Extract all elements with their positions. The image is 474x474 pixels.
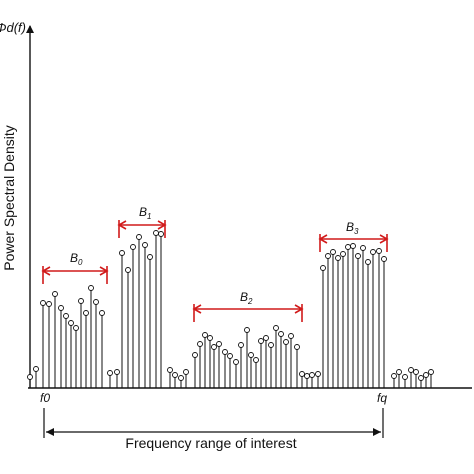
band-label-b1: B1: [139, 205, 151, 221]
range-arrow-left-head: [46, 428, 54, 436]
stem-marker: [244, 327, 250, 333]
stem-marker: [381, 256, 387, 262]
stem-marker: [99, 310, 105, 316]
stem-marker: [238, 342, 244, 348]
stem-marker: [197, 341, 203, 347]
stem-marker: [413, 369, 419, 375]
stem-marker: [428, 369, 434, 375]
stem-marker: [320, 265, 326, 271]
y-axis-label: Power Spectral Density: [1, 125, 17, 271]
stem-marker: [167, 367, 173, 373]
stem-marker: [309, 372, 315, 378]
stem-marker: [83, 310, 89, 316]
stem-marker: [142, 242, 148, 248]
stem-marker: [202, 332, 208, 338]
band-bracket-b1: [117, 220, 167, 238]
range-arrow-right-head: [373, 428, 381, 436]
band-label-b2: B2: [240, 290, 253, 306]
stem-marker: [58, 305, 64, 311]
stem-marker: [258, 338, 264, 344]
stem-marker: [172, 372, 178, 378]
stem-marker: [248, 352, 254, 358]
stem-marker: [33, 366, 39, 372]
stem-marker: [330, 249, 336, 255]
band-label-b0: B0: [70, 251, 83, 267]
stem-marker: [52, 291, 58, 297]
stem-marker: [340, 251, 346, 257]
stem-marker: [93, 299, 99, 305]
stem-marker: [46, 301, 52, 307]
stem-marker: [40, 300, 46, 306]
stem-marker: [88, 285, 94, 291]
stem-marker: [73, 325, 79, 331]
stem-marker: [345, 244, 351, 250]
stem-marker: [192, 352, 198, 358]
stem-marker: [391, 373, 397, 379]
stem-marker: [222, 349, 228, 355]
stem-marker: [396, 369, 402, 375]
stem-marker: [63, 313, 69, 319]
stem-marker: [350, 243, 356, 249]
stem-marker: [227, 353, 233, 359]
stem-marker: [418, 375, 424, 381]
band-label-b3: B3: [346, 220, 359, 236]
stem-marker: [408, 367, 414, 373]
stem-marker: [376, 248, 382, 254]
stem-marker: [263, 335, 269, 341]
stem-marker: [360, 245, 366, 251]
stem-marker: [158, 231, 164, 237]
stem-marker: [130, 244, 136, 250]
stem-marker: [283, 339, 289, 345]
stem-marker: [273, 325, 279, 331]
stem-marker: [211, 344, 217, 350]
stem-marker: [423, 372, 429, 378]
stem-marker: [136, 234, 142, 240]
stem-marker: [233, 359, 239, 365]
stem-marker: [178, 375, 184, 381]
x-start-label: f0: [40, 391, 50, 405]
x-end-label: fq: [377, 391, 387, 405]
stem-marker: [207, 335, 213, 341]
stem-marker: [183, 369, 189, 375]
y-axis-symbol: Φd(f): [0, 20, 26, 35]
stem-marker: [370, 249, 376, 255]
stem-marker: [119, 250, 125, 256]
stem-marker: [27, 374, 33, 380]
stem-marker: [278, 331, 284, 337]
stem-marker: [125, 267, 131, 273]
band-bracket-b2: [192, 304, 304, 322]
stem-marker: [288, 333, 294, 339]
stem-marker: [216, 341, 222, 347]
range-caption: Frequency range of interest: [125, 435, 296, 451]
stem-marker: [335, 255, 341, 261]
band-bracket-b0: [41, 266, 109, 284]
stem-marker: [325, 253, 331, 259]
stem-marker: [68, 320, 74, 326]
stem-marker: [107, 370, 113, 376]
stem-marker: [253, 357, 259, 363]
stem-marker: [114, 369, 120, 375]
stem-marker: [299, 371, 305, 377]
stem-marker: [268, 342, 274, 348]
stem-marker: [365, 259, 371, 265]
stem-marker: [315, 371, 321, 377]
stem-marker: [402, 374, 408, 380]
stem-marker: [355, 253, 361, 259]
stem-marker: [78, 298, 84, 304]
stem-marker: [153, 230, 159, 236]
psd-stems: [27, 230, 434, 388]
stem-marker: [294, 344, 300, 350]
stem-marker: [147, 254, 153, 260]
band-bracket-b3: [318, 234, 389, 252]
stem-marker: [304, 373, 310, 379]
